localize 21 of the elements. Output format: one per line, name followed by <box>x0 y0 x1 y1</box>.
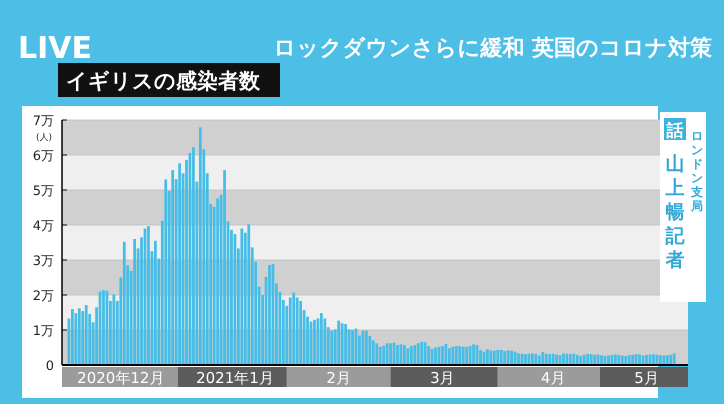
x-tick-label: 2021年1月 <box>196 369 274 387</box>
x-tick-label: 4月 <box>540 369 566 387</box>
annotation: 山上暢記者 <box>664 153 686 271</box>
y-tick-label: 3万 <box>32 254 54 269</box>
text: LIVE <box>18 31 92 66</box>
y-tick-label: 5万 <box>32 184 54 199</box>
y-tick-label: 0 <box>46 359 54 374</box>
y-tick-label: 1万 <box>32 324 54 339</box>
x-tick-label: 3月 <box>430 369 455 387</box>
y-axis-title: (人) <box>36 132 52 143</box>
y-tick-label: 4万 <box>32 219 54 234</box>
x-tick-label: 2月 <box>326 369 351 387</box>
chart-title: イギリスの感染者数 <box>66 69 261 93</box>
x-tick-label: 2020年12月 <box>77 369 164 387</box>
y-tick-label: 6万 <box>32 149 54 164</box>
text: ロンドン支局 <box>690 129 703 213</box>
text: ロックダウンさらに緩和 英国のコロナ対策 <box>273 35 712 61</box>
annotation: 話 <box>666 121 684 141</box>
x-tick-label: 5月 <box>634 369 659 387</box>
y-tick-label: 2万 <box>32 289 54 304</box>
y-tick-label: 7万 <box>32 114 54 129</box>
